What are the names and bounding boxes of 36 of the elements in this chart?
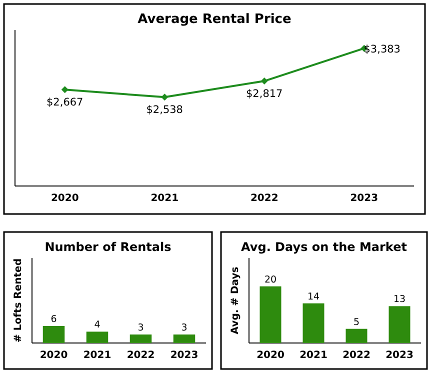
x-tick-label: 2023: [386, 350, 414, 361]
bar: [302, 303, 324, 343]
x-tick-label: 2022: [126, 350, 155, 361]
x-tick-label: 2023: [350, 193, 378, 204]
x-tick-label: 2020: [256, 350, 284, 361]
x-tick-label: 2020: [50, 193, 79, 204]
data-label: 3: [138, 322, 144, 334]
chart-title: Number of Rentals: [44, 240, 172, 254]
data-label: $2,538: [146, 104, 183, 116]
x-tick-label: 2022: [250, 193, 278, 204]
data-label: 13: [393, 294, 406, 306]
x-tick-label: 2022: [342, 350, 370, 361]
data-label: 20: [264, 274, 277, 286]
x-tick-label: 2020: [40, 350, 68, 361]
data-label: 5: [353, 316, 360, 328]
y-axis-title: # Lofts Rented: [13, 258, 24, 342]
point: [260, 78, 268, 85]
data-label: $3,383: [364, 43, 400, 56]
data-label: 4: [94, 320, 100, 331]
x-tick-label: 2021: [83, 350, 112, 361]
bar: [260, 286, 282, 343]
x-tick-label: 2021: [150, 193, 179, 204]
data-label: 3: [181, 322, 188, 334]
chart-title: Avg. Days on the Market: [241, 240, 408, 254]
chart-title: Average Rental Price: [138, 12, 292, 27]
point: [61, 86, 68, 94]
data-label: $2,817: [246, 88, 283, 100]
data-label: 6: [50, 314, 57, 325]
x-tick-label: 2021: [300, 350, 328, 361]
data-label: $2,667: [46, 96, 84, 109]
data-label: 14: [307, 291, 320, 302]
x-tick-label: 2023: [170, 350, 198, 361]
point: [161, 94, 168, 101]
bar: [388, 306, 410, 343]
bar: [346, 328, 368, 343]
y-axis-title: Avg. # Days: [230, 266, 241, 334]
